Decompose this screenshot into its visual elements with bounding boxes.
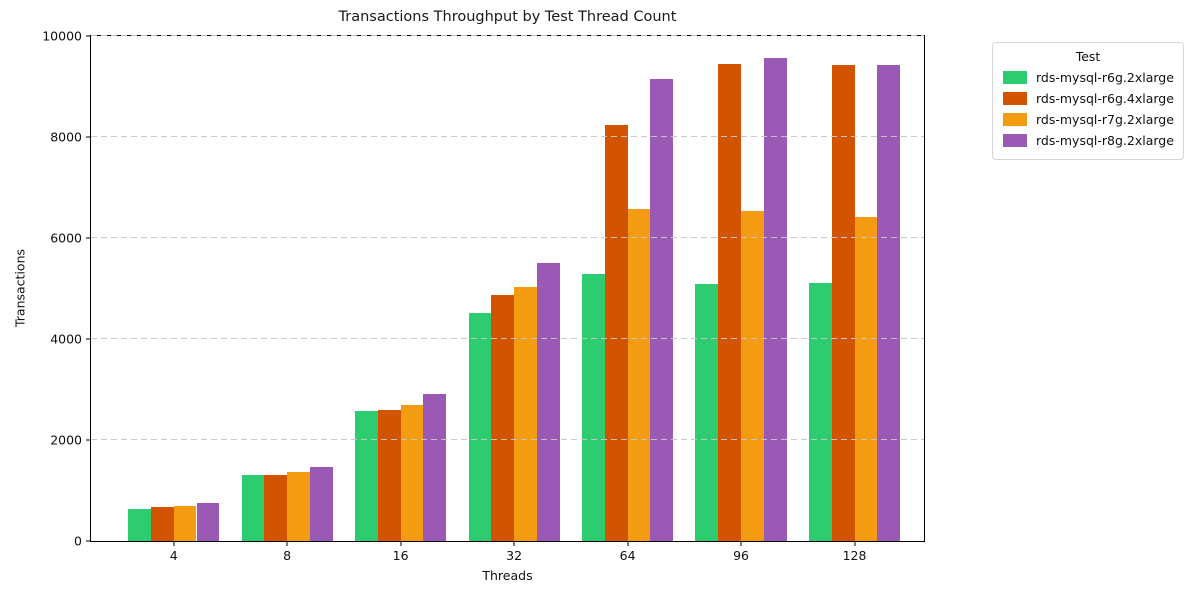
bar-rds-mysql-r7g.2xlarge-threads-16 — [400, 404, 424, 541]
x-tick-mark-64 — [627, 541, 629, 546]
y-tick-label-10000: 10000 — [42, 28, 82, 44]
legend-swatch-icon — [1003, 71, 1027, 84]
bar-rds-mysql-r6g.2xlarge-threads-96 — [695, 283, 719, 541]
legend-item-rds-mysql-r8g.2xlarge: rds-mysql-r8g.2xlarge — [1003, 130, 1174, 151]
x-tick-mark-96 — [740, 541, 742, 546]
y-tick-mark-8000 — [86, 136, 91, 138]
legend-swatch-icon — [1003, 113, 1027, 126]
y-tick-mark-4000 — [86, 338, 91, 340]
legend-swatch-icon — [1003, 134, 1027, 147]
bar-rds-mysql-r6g.4xlarge-threads-128 — [831, 65, 855, 541]
legend-item-label: rds-mysql-r8g.2xlarge — [1036, 133, 1174, 148]
plot-area: 0 2000 4000 6000 8000 10000 4 8 16 32 64 96 128 — [42, 29, 925, 563]
x-axis-label: Threads — [482, 568, 533, 583]
bar-rds-mysql-r6g.4xlarge-threads-4 — [150, 507, 174, 541]
legend-item-rds-mysql-r6g.4xlarge: rds-mysql-r6g.4xlarge — [1003, 88, 1174, 109]
bar-rds-mysql-r8g.2xlarge-threads-16 — [423, 394, 447, 541]
legend-swatch-icon — [1003, 92, 1027, 105]
bar-rds-mysql-r6g.4xlarge-threads-16 — [377, 409, 401, 541]
bar-rds-mysql-r8g.2xlarge-threads-128 — [877, 65, 901, 541]
x-tick-label-16: 16 — [392, 548, 409, 563]
x-tick-mark-8 — [286, 541, 288, 546]
bar-rds-mysql-r6g.4xlarge-threads-64 — [604, 125, 628, 541]
bar-rds-mysql-r6g.2xlarge-threads-64 — [581, 274, 605, 541]
bar-rds-mysql-r8g.2xlarge-threads-8 — [309, 466, 333, 541]
bar-rds-mysql-r6g.2xlarge-threads-128 — [808, 282, 832, 541]
y-axis-label: Transactions — [12, 248, 28, 328]
y-tick-label-6000: 6000 — [50, 230, 82, 246]
bar-rds-mysql-r6g.2xlarge-threads-8 — [241, 474, 265, 541]
x-tick-label-32: 32 — [506, 548, 523, 563]
y-tick-label-4000: 4000 — [50, 331, 82, 347]
legend-item-label: rds-mysql-r7g.2xlarge — [1036, 112, 1174, 127]
bar-rds-mysql-r6g.2xlarge-threads-4 — [128, 508, 151, 541]
y-tick-mark-2000 — [86, 439, 91, 441]
y-tick-label-8000: 8000 — [50, 129, 82, 145]
legend-item-rds-mysql-r7g.2xlarge: rds-mysql-r7g.2xlarge — [1003, 109, 1174, 130]
legend: Test rds-mysql-r6g.2xlarge rds-mysql-r6g.… — [992, 42, 1184, 160]
bar-rds-mysql-r7g.2xlarge-threads-4 — [173, 506, 197, 541]
y-tick-label-2000: 2000 — [50, 432, 82, 448]
x-tick-mark-16 — [400, 541, 402, 546]
x-tick-label-8: 8 — [283, 548, 292, 563]
y-tick-mark-10000 — [86, 35, 91, 37]
x-tick-mark-4 — [173, 541, 175, 546]
gridline-6000 — [91, 237, 924, 240]
bar-rds-mysql-r8g.2xlarge-threads-32 — [536, 262, 560, 541]
bar-rds-mysql-r7g.2xlarge-threads-96 — [741, 211, 764, 541]
y-tick-label-0: 0 — [74, 533, 82, 549]
bar-rds-mysql-r6g.4xlarge-threads-32 — [491, 294, 515, 541]
legend-title: Test — [1075, 49, 1101, 64]
y-tick-mark-6000 — [86, 237, 91, 239]
x-tick-label-96: 96 — [733, 548, 749, 563]
legend-items: rds-mysql-r6g.2xlarge rds-mysql-r6g.4xlar… — [1003, 67, 1174, 151]
bar-rds-mysql-r7g.2xlarge-threads-64 — [627, 208, 651, 541]
bar-rds-mysql-r6g.4xlarge-threads-96 — [718, 64, 742, 541]
x-tick-label-4: 4 — [169, 548, 178, 563]
bar-rds-mysql-r6g.2xlarge-threads-32 — [468, 312, 492, 541]
bar-rds-mysql-r7g.2xlarge-threads-32 — [514, 286, 537, 541]
bar-rds-mysql-r7g.2xlarge-threads-128 — [854, 217, 878, 541]
x-tick-mark-32 — [513, 541, 515, 546]
gridline-8000 — [91, 136, 924, 139]
bar-rds-mysql-r6g.4xlarge-threads-8 — [264, 475, 288, 541]
legend-item-label: rds-mysql-r6g.2xlarge — [1036, 70, 1174, 85]
legend-item-rds-mysql-r6g.2xlarge: rds-mysql-r6g.2xlarge — [1003, 67, 1174, 88]
bar-rds-mysql-r6g.2xlarge-threads-16 — [355, 411, 378, 541]
bar-rds-mysql-r8g.2xlarge-threads-64 — [650, 79, 674, 541]
legend-item-label: rds-mysql-r6g.4xlarge — [1036, 91, 1174, 106]
x-tick-mark-128 — [854, 541, 856, 546]
bar-rds-mysql-r8g.2xlarge-threads-4 — [196, 503, 220, 541]
bar-rds-mysql-r7g.2xlarge-threads-8 — [287, 472, 310, 541]
chart-title: Transactions Throughput by Test Thread C… — [338, 9, 677, 25]
gridline-10000 — [91, 35, 924, 38]
x-tick-label-128: 128 — [842, 548, 867, 563]
x-tick-label-64: 64 — [619, 548, 636, 563]
bar-rds-mysql-r8g.2xlarge-threads-96 — [763, 57, 787, 541]
y-tick-mark-0 — [86, 540, 91, 542]
